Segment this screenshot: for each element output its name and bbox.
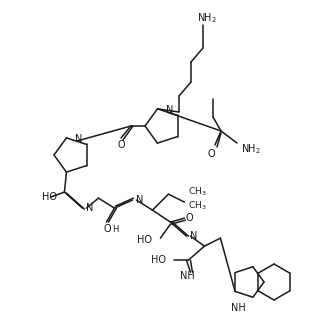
Text: O: O [104, 224, 111, 234]
Text: H: H [112, 225, 119, 233]
Text: HO: HO [152, 255, 166, 265]
Text: NH: NH [231, 303, 245, 313]
Text: O: O [207, 149, 215, 159]
Text: O: O [117, 140, 125, 150]
Text: NH$_2$: NH$_2$ [241, 142, 261, 156]
Text: N: N [87, 203, 94, 213]
Text: CH$_3$: CH$_3$ [188, 200, 207, 212]
Text: O: O [186, 213, 193, 223]
Text: NH: NH [180, 271, 195, 281]
Text: N: N [166, 105, 173, 115]
Text: N: N [75, 134, 82, 144]
Text: HO: HO [138, 235, 152, 245]
Text: N: N [136, 195, 144, 205]
Text: HO: HO [42, 192, 57, 202]
Text: N: N [191, 231, 198, 241]
Text: NH$_2$: NH$_2$ [197, 11, 217, 25]
Text: CH$_3$: CH$_3$ [188, 186, 207, 198]
